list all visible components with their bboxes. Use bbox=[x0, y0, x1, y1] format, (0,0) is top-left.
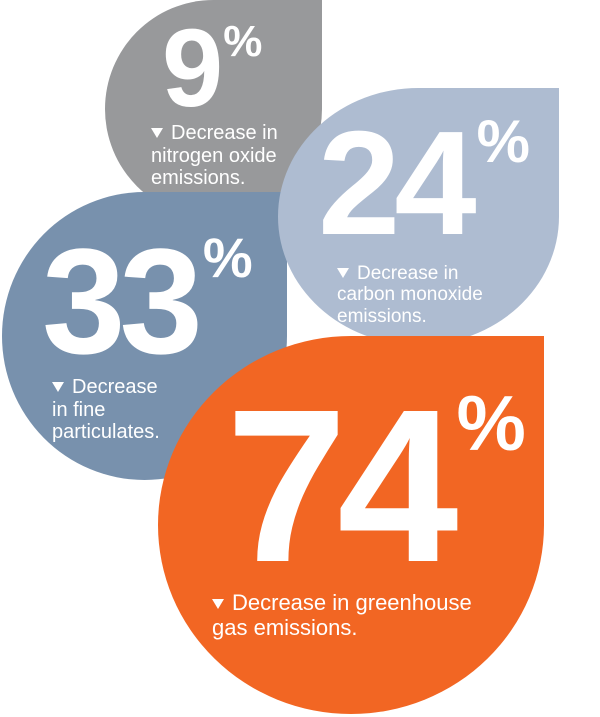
down-triangle-icon bbox=[52, 382, 64, 392]
fine-particulates-value: 33 bbox=[42, 217, 203, 385]
caption-line: gas emissions. bbox=[212, 614, 358, 640]
greenhouse-gas-drop bbox=[158, 336, 544, 714]
greenhouse-gas-value: 74 bbox=[226, 365, 459, 608]
carbon-monoxide-value: 24 bbox=[318, 101, 477, 266]
carbon-monoxide-drop bbox=[278, 88, 559, 345]
caption-line: emissions. bbox=[337, 305, 427, 327]
carbon-monoxide-caption: Decrease in carbon monoxide emissions. bbox=[337, 263, 483, 327]
greenhouse-gas-percentage: 74% bbox=[226, 378, 526, 596]
nitrogen-oxide-unit: % bbox=[223, 17, 263, 66]
fine-particulates-unit: % bbox=[202, 226, 253, 289]
caption-line: particulates. bbox=[52, 421, 160, 444]
nitrogen-oxide-percentage: 9% bbox=[162, 14, 262, 124]
caption-line: emissions. bbox=[151, 167, 246, 190]
caption-line: Decrease bbox=[52, 376, 160, 399]
carbon-monoxide-percentage: 24% bbox=[318, 110, 530, 258]
caption-line: Decrease in greenhouse bbox=[212, 590, 472, 616]
down-triangle-icon bbox=[337, 268, 349, 278]
caption-line: Decrease in bbox=[151, 122, 278, 145]
fine-particulates-caption: Decrease in fine particulates. bbox=[52, 376, 160, 444]
caption-line: carbon monoxide bbox=[337, 284, 483, 306]
caption-line: nitrogen oxide bbox=[151, 144, 277, 167]
greenhouse-gas-unit: % bbox=[456, 379, 526, 467]
greenhouse-gas-caption: Decrease in greenhouse gas emissions. bbox=[212, 590, 472, 641]
down-triangle-icon bbox=[212, 599, 224, 609]
fine-particulates-percentage: 33% bbox=[42, 226, 253, 376]
caption-line: Decrease in bbox=[337, 263, 483, 284]
carbon-monoxide-unit: % bbox=[476, 108, 530, 175]
caption-line: in fine bbox=[52, 398, 106, 421]
nitrogen-oxide-value: 9 bbox=[162, 7, 223, 130]
down-triangle-icon bbox=[151, 128, 163, 138]
nitrogen-oxide-caption: Decrease in nitrogen oxide emissions. bbox=[151, 122, 278, 190]
